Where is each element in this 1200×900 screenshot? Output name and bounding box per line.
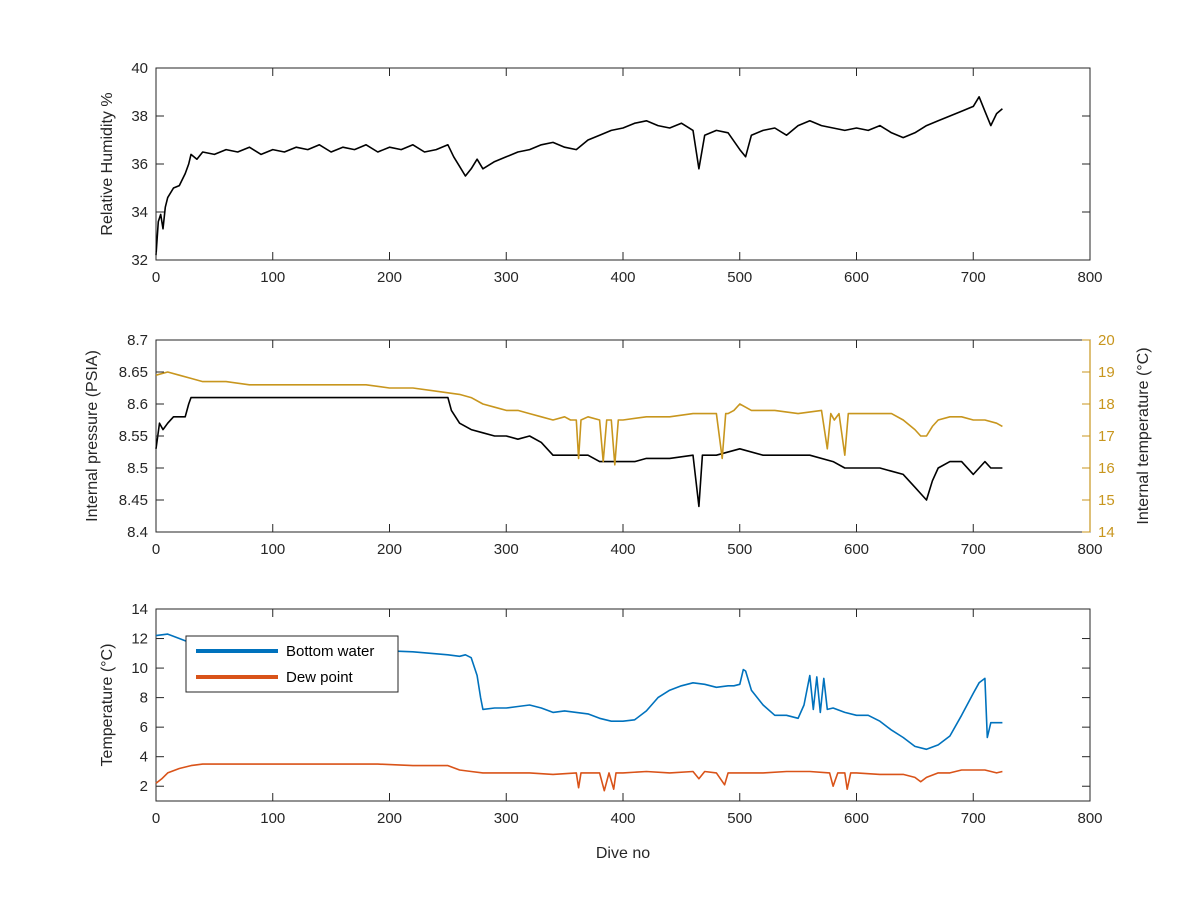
y-tick-label: 8.4	[127, 524, 148, 541]
x-tick-label: 700	[961, 541, 986, 558]
series-line-primary	[155, 396, 1003, 508]
plot-content	[155, 96, 1003, 256]
x-tick-label: 0	[152, 810, 160, 827]
y2-tick-label: 14	[1098, 524, 1115, 541]
y-tick-label: 38	[131, 108, 148, 125]
legend-box	[185, 635, 399, 693]
y-tick-label: 14	[131, 601, 148, 618]
series-line-primary	[155, 96, 1003, 256]
series-line-bottom-water	[155, 633, 1003, 751]
x-tick-label: 700	[961, 269, 986, 286]
x-tick-label: 300	[494, 541, 519, 558]
y-tick-label: 8.65	[119, 364, 148, 381]
x-tick-label: 600	[844, 810, 869, 827]
y-tick-label: 8.6	[127, 396, 148, 413]
x-tick-label: 300	[494, 810, 519, 827]
x-tick-label: 500	[727, 269, 752, 286]
legend: Bottom water Dew point	[185, 635, 399, 693]
y2-tick-label: 15	[1098, 492, 1115, 509]
humidity-panel: 0 100 200 300 400 500 600 700 800 32 34 36 38 40 Rela…	[99, 60, 1103, 286]
x-tick-label: 500	[727, 810, 752, 827]
x-tick-label: 300	[494, 269, 519, 286]
y-tick-label: 8.7	[127, 332, 148, 349]
y2-tick-label: 20	[1098, 332, 1115, 349]
y-tick-label: 8	[140, 690, 148, 707]
x-tick-label: 200	[377, 541, 402, 558]
x-tick-label: 200	[377, 810, 402, 827]
plot-area-frame	[155, 339, 1091, 533]
y2-tick-label: 19	[1098, 364, 1115, 381]
x-tick-label: 400	[610, 541, 635, 558]
y-axis-label: Relative Humidity %	[99, 92, 116, 235]
x-tick-label: 800	[1077, 541, 1102, 558]
pressure-temperature-panel: 0 100 200 300 400 500 600 700 800 8.4 8.45 8.5 8.55 8…	[84, 332, 1152, 558]
x-tick-label: 0	[152, 269, 160, 286]
axis-ticks: 0 100 200 300 400 500 600 700 800 2 4 6 8 10 12 14	[131, 601, 1102, 827]
y-tick-label: 10	[131, 660, 148, 677]
y-tick-label: 32	[131, 252, 148, 269]
legend-label-dew-point: Dew point	[286, 669, 354, 686]
y2-tick-label: 18	[1098, 396, 1115, 413]
y2-tick-label: 17	[1098, 428, 1115, 445]
plot-area-frame	[155, 67, 1091, 261]
x-tick-label: 200	[377, 269, 402, 286]
x-tick-label: 600	[844, 269, 869, 286]
y-tick-label: 8.45	[119, 492, 148, 509]
y-tick-label: 36	[131, 156, 148, 173]
x-tick-label: 0	[152, 541, 160, 558]
axis-ticks: 0 100 200 300 400 500 600 700 800 32 34 36 38 40	[131, 60, 1102, 286]
x-tick-label: 800	[1077, 269, 1102, 286]
x-tick-label: 500	[727, 541, 752, 558]
y2-tick-label: 16	[1098, 460, 1115, 477]
y-tick-label: 6	[140, 719, 148, 736]
x-tick-label: 400	[610, 810, 635, 827]
y-tick-label: 12	[131, 631, 148, 648]
y-tick-label: 2	[140, 778, 148, 795]
x-tick-label: 100	[260, 541, 285, 558]
y-tick-label: 8.55	[119, 428, 148, 445]
y-tick-label: 34	[131, 204, 148, 221]
y2-axis-label: Internal temperature (°C)	[1135, 347, 1152, 524]
y-tick-label: 8.5	[127, 460, 148, 477]
x-tick-label: 800	[1077, 810, 1102, 827]
series-line-dew-point	[155, 763, 1003, 792]
plot-content	[155, 633, 1003, 792]
x-tick-label: 700	[961, 810, 986, 827]
x-tick-label: 100	[260, 269, 285, 286]
y-tick-label: 40	[131, 60, 148, 77]
series-line-internal-temperature	[155, 371, 1003, 466]
x-axis-label: Dive no	[596, 845, 650, 862]
y-axis-label: Temperature (°C)	[99, 644, 116, 767]
plot-content	[155, 371, 1003, 508]
x-tick-label: 600	[844, 541, 869, 558]
temperature-panel: 0 100 200 300 400 500 600 700 800 2 4 6 8 10 12 14 Temp…	[99, 601, 1103, 862]
x-tick-label: 400	[610, 269, 635, 286]
axis-ticks: 0 100 200 300 400 500 600 700 800 8.4 8.45 8.5 8.55 8…	[119, 332, 1115, 558]
legend-label-bottom-water: Bottom water	[286, 643, 374, 660]
y-tick-label: 4	[140, 749, 148, 766]
y-axis-label: Internal pressure (PSIA)	[84, 350, 101, 522]
x-tick-label: 100	[260, 810, 285, 827]
